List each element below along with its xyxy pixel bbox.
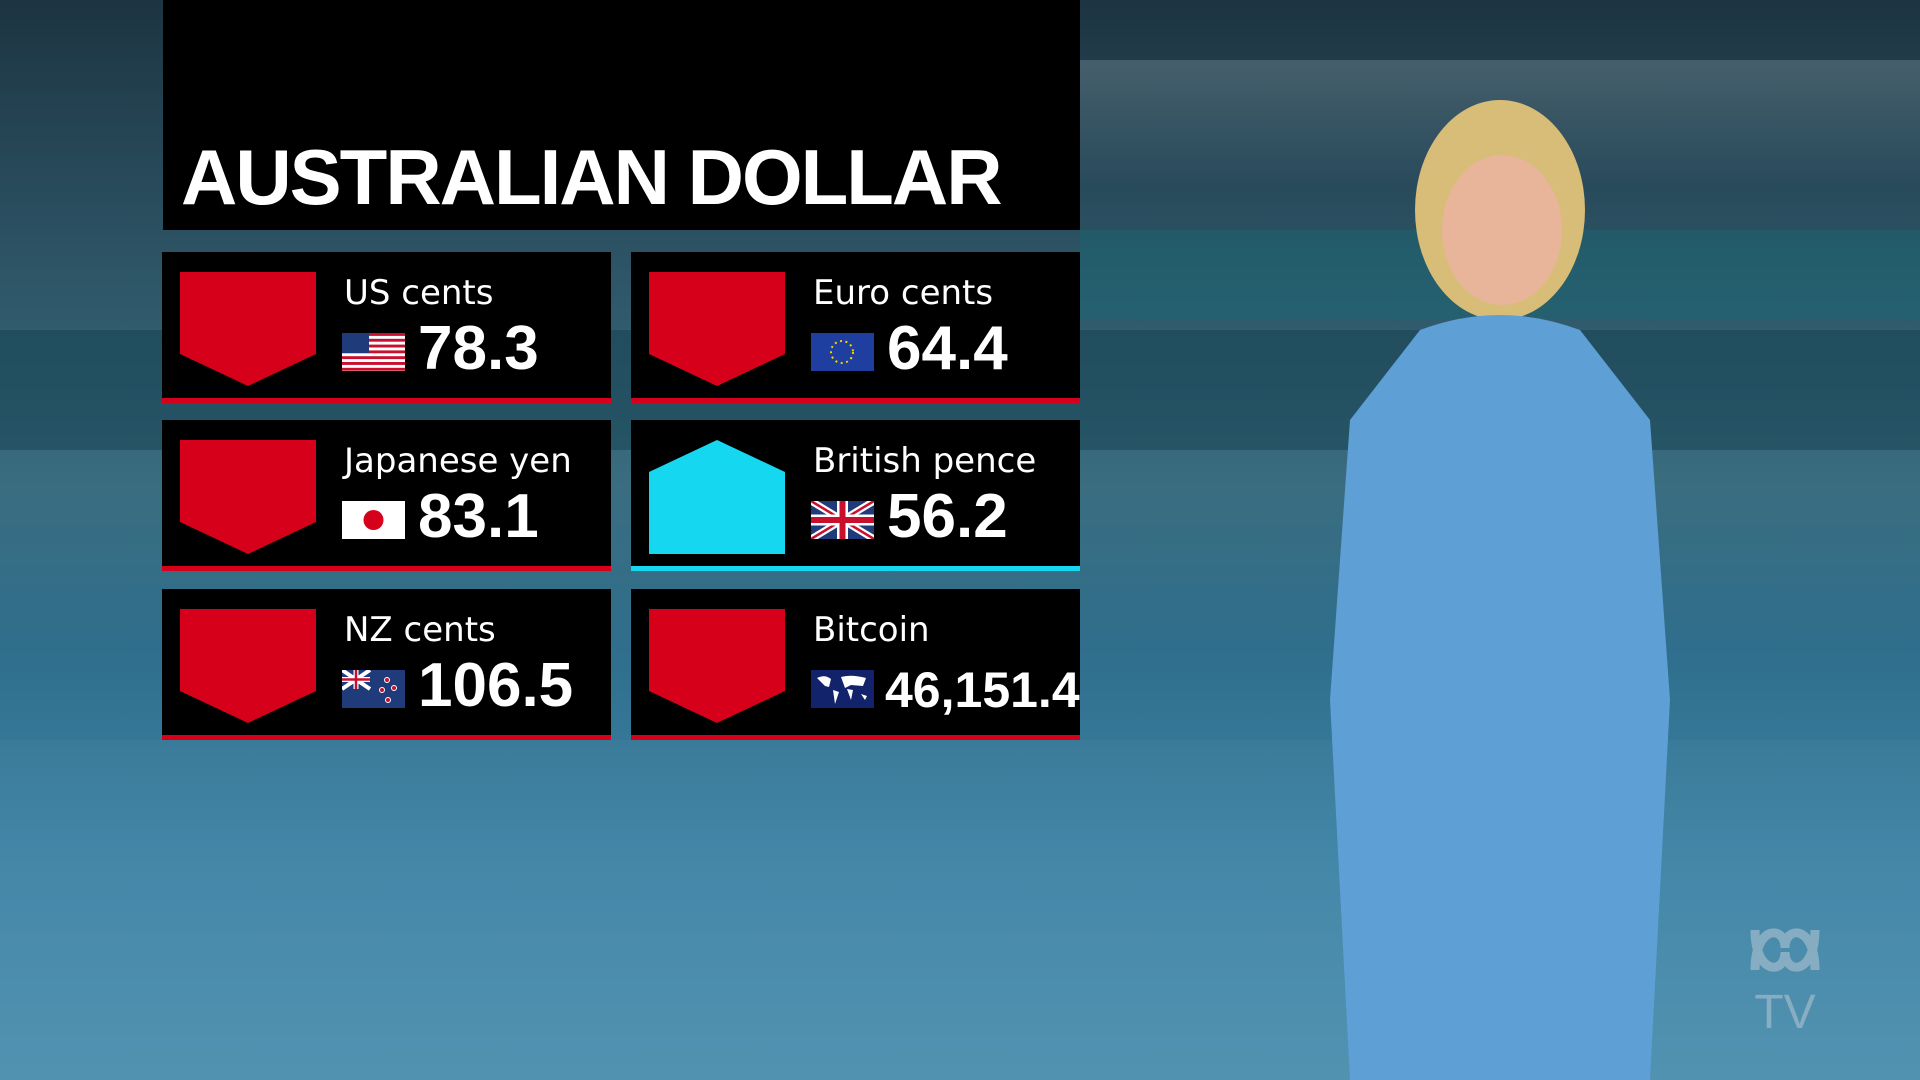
eu-flag-icon	[811, 333, 874, 371]
rate-value: 106.5	[418, 651, 574, 720]
up-arrow-icon	[649, 440, 785, 554]
world-map-icon	[811, 670, 874, 708]
rate-label: British pence	[813, 441, 1037, 481]
abc-tv-logo: TV	[1750, 928, 1820, 1035]
rate-card: US cents 78.3	[162, 252, 611, 403]
page-title: AUSTRALIAN DOLLAR	[181, 133, 1003, 221]
rate-card: Bitcoin 46,151.4	[631, 589, 1080, 740]
rate-value: 64.4	[887, 314, 1008, 383]
rate-label: Euro cents	[813, 273, 994, 313]
uk-flag-icon	[811, 501, 874, 539]
us-flag-icon	[342, 333, 405, 371]
title-panel: AUSTRALIAN DOLLAR	[163, 0, 1080, 230]
down-arrow-icon	[180, 609, 316, 723]
rate-label: Bitcoin	[813, 610, 930, 650]
down-arrow-icon	[180, 272, 316, 386]
down-arrow-icon	[180, 440, 316, 554]
down-arrow-icon	[649, 609, 785, 723]
rate-value: 56.2	[887, 482, 1008, 551]
rate-label: US cents	[344, 273, 494, 313]
nz-flag-icon	[342, 670, 405, 708]
rate-card: British pence 56.2	[631, 420, 1080, 571]
rate-card: NZ cents 106.5	[162, 589, 611, 740]
down-arrow-icon	[649, 272, 785, 386]
rate-value: 78.3	[418, 314, 539, 383]
rate-card: Japanese yen 83.1	[162, 420, 611, 571]
rate-card: Euro cents 64.4	[631, 252, 1080, 403]
rate-label: NZ cents	[344, 610, 496, 650]
rate-label: Japanese yen	[344, 441, 572, 481]
rate-value: 46,151.4	[885, 662, 1080, 718]
presenter-image	[1330, 100, 1670, 1080]
rate-value: 83.1	[418, 482, 539, 551]
svg-text:TV: TV	[1754, 986, 1815, 1035]
japan-flag-icon	[342, 501, 405, 539]
